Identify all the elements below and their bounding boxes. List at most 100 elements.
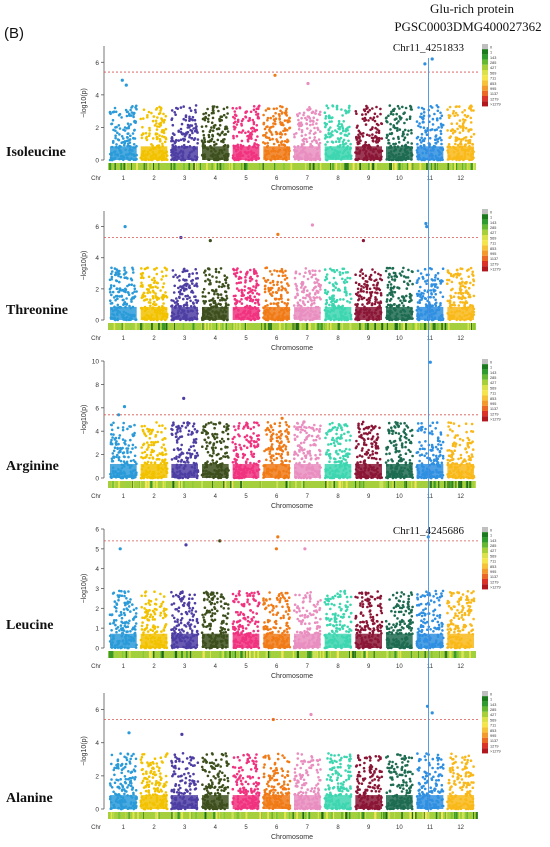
snp-point bbox=[325, 298, 328, 302]
snp-point bbox=[303, 460, 306, 464]
snp-point bbox=[117, 124, 121, 127]
snp-point bbox=[411, 282, 414, 286]
legend-label: 1137 bbox=[490, 92, 498, 96]
density-bin bbox=[170, 163, 172, 170]
snp-point bbox=[386, 120, 389, 124]
snp-point bbox=[360, 268, 364, 272]
snp-point bbox=[266, 421, 270, 424]
chr-12-points bbox=[446, 104, 476, 162]
snp-point bbox=[440, 142, 443, 146]
snp-point bbox=[264, 135, 268, 139]
snp-point bbox=[434, 298, 437, 302]
snp-point bbox=[308, 108, 311, 112]
snp-point bbox=[363, 119, 366, 122]
snp-point bbox=[279, 297, 283, 300]
snp-point bbox=[188, 272, 191, 276]
snp-point bbox=[405, 294, 408, 298]
snp-point bbox=[262, 134, 265, 137]
snp-point bbox=[280, 449, 284, 452]
snp-point bbox=[419, 272, 423, 275]
peak-point bbox=[306, 81, 310, 86]
snp-point bbox=[225, 276, 229, 279]
snp-point bbox=[189, 299, 192, 303]
density-bin bbox=[462, 163, 463, 170]
snp-point bbox=[357, 291, 360, 294]
snp-point bbox=[276, 283, 279, 286]
density-bin bbox=[153, 163, 154, 170]
snp-point bbox=[191, 282, 194, 285]
snp-point bbox=[162, 131, 165, 134]
snp-point bbox=[195, 125, 198, 128]
snp-point bbox=[208, 267, 211, 271]
snp-point bbox=[118, 127, 122, 130]
snp-point bbox=[296, 454, 300, 457]
snp-point bbox=[220, 285, 224, 289]
snp-point bbox=[399, 299, 402, 303]
snp-point bbox=[318, 269, 321, 273]
y-tick-label: 6 bbox=[95, 224, 99, 231]
snp-point bbox=[459, 288, 463, 292]
snp-point bbox=[374, 300, 377, 304]
snp-point bbox=[364, 274, 368, 278]
snp-point bbox=[263, 290, 267, 294]
snp-point bbox=[154, 296, 158, 299]
chr-3-points bbox=[170, 421, 200, 480]
snp-point bbox=[234, 445, 238, 449]
snp-point bbox=[207, 114, 211, 117]
snp-point bbox=[120, 294, 124, 298]
snp-point bbox=[141, 451, 144, 455]
snp-point bbox=[392, 271, 396, 275]
snp-point bbox=[251, 126, 254, 130]
chr-8-points bbox=[323, 104, 353, 162]
snp-point bbox=[308, 136, 312, 140]
density-bin bbox=[143, 163, 145, 170]
snp-point bbox=[218, 299, 222, 302]
snp-point bbox=[341, 124, 344, 128]
snp-point bbox=[298, 272, 302, 276]
snp-point bbox=[109, 423, 113, 427]
snp-point bbox=[242, 454, 246, 457]
snp-point bbox=[111, 118, 115, 122]
snp-point bbox=[153, 124, 157, 127]
legend-label: 853 bbox=[490, 82, 496, 86]
density-bin bbox=[173, 323, 175, 330]
snp-point bbox=[337, 304, 340, 308]
snp-point bbox=[365, 133, 369, 137]
snp-point bbox=[269, 438, 273, 441]
snp-point bbox=[251, 299, 254, 303]
snp-point bbox=[275, 452, 278, 456]
snp-point bbox=[238, 106, 242, 109]
snp-point bbox=[317, 138, 321, 141]
snp-point bbox=[219, 293, 223, 296]
snp-point bbox=[316, 278, 320, 282]
snp-point bbox=[434, 276, 437, 279]
snp-point bbox=[201, 291, 205, 294]
snp-point bbox=[183, 135, 187, 138]
snp-point bbox=[368, 277, 371, 281]
snp-point bbox=[212, 461, 215, 465]
snp-point bbox=[162, 295, 166, 298]
snp-point bbox=[194, 108, 197, 112]
density-bin bbox=[352, 163, 355, 170]
snp-point bbox=[215, 440, 219, 444]
snp-point bbox=[288, 116, 292, 120]
snp-point bbox=[135, 290, 138, 293]
snp-point bbox=[436, 277, 440, 281]
snp-point bbox=[187, 124, 191, 128]
snp-point bbox=[318, 448, 321, 452]
snp-point bbox=[304, 271, 307, 275]
snp-point bbox=[360, 285, 363, 288]
snp-point bbox=[361, 303, 364, 306]
snp-point bbox=[310, 299, 314, 302]
density-bin bbox=[244, 323, 246, 330]
snp-point bbox=[148, 129, 151, 132]
snp-point bbox=[453, 129, 457, 133]
snp-point bbox=[374, 126, 377, 130]
snp-point bbox=[240, 288, 244, 292]
snp-point bbox=[265, 433, 269, 436]
density-bin bbox=[113, 323, 116, 330]
snp-point bbox=[204, 125, 208, 128]
snp-point bbox=[305, 140, 309, 144]
snp-point bbox=[212, 443, 215, 447]
